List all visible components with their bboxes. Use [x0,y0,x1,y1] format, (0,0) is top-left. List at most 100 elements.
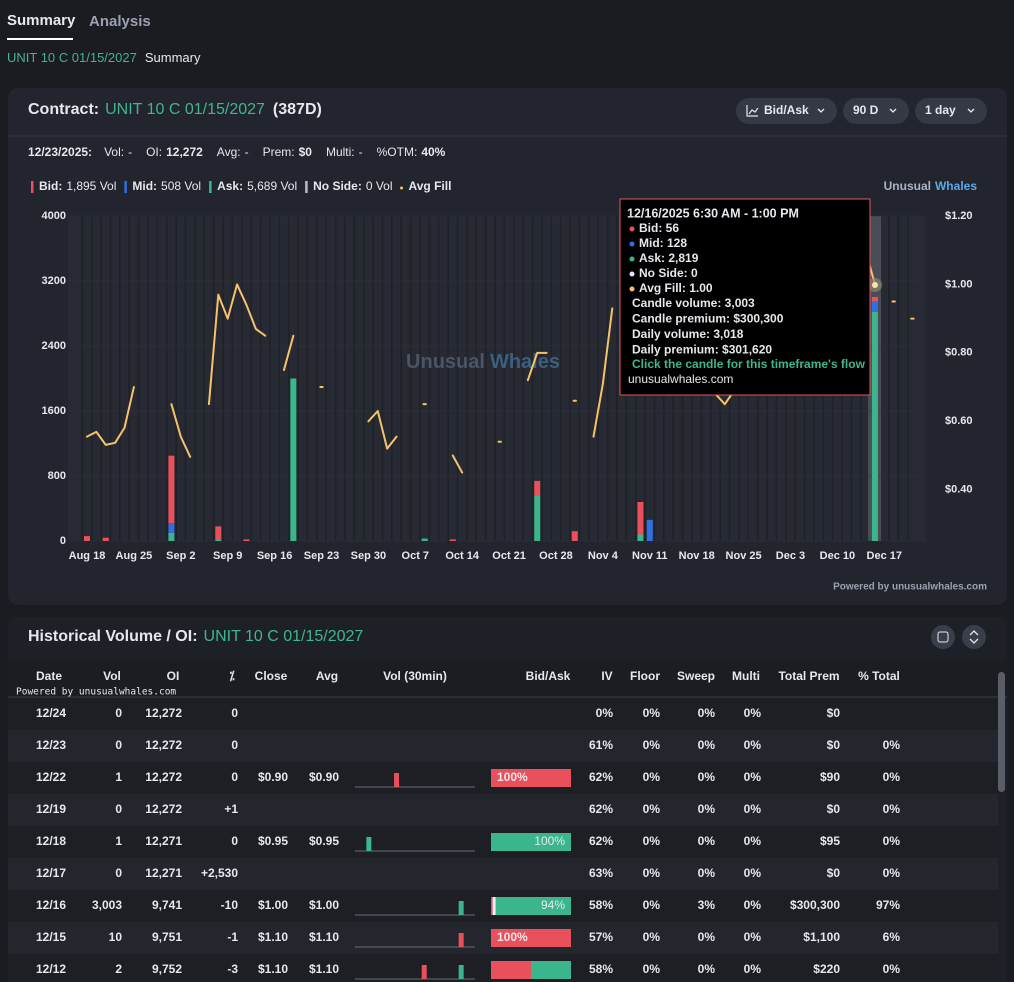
legend-swatch [400,186,404,190]
table-row [8,794,998,826]
table-cell: 0 [231,770,238,784]
hover-dot [872,282,878,288]
bidask-segment [531,961,571,979]
table-cell: $300,300 [790,898,840,912]
column-header: Multi [732,669,760,683]
control-interval[interactable]: 1 day [915,98,987,124]
legend-text: Mid: 508 Vol [132,179,201,193]
tab-summary[interactable]: Summary [7,12,76,29]
bar-segment [168,532,175,541]
tooltip-item: Bid: 56 [639,221,679,235]
table-cell: 0% [698,738,716,752]
table-cell: 0% [744,962,762,976]
scrollbar[interactable] [998,672,1005,792]
x-tick-label: Oct 14 [445,550,480,562]
table-cell: 0% [698,706,716,720]
tooltip-bullet [629,256,635,262]
control-range[interactable]: 90 D [843,98,909,124]
bidask-segment [491,929,571,947]
brand-1: Unusual [884,179,931,193]
column-header: Sweep [677,669,715,683]
bidask-label: 100% [497,770,528,784]
watermark: Unusual Whales [406,351,560,373]
button[interactable] [843,98,909,124]
stats-row: 12/23/2025: Vol: - OI: 12,272 Avg: - Prem: $0 Mul… [28,145,446,159]
title-dte: (387D) [273,101,322,118]
tooltip-line: Daily volume: 3,018 [632,327,744,341]
x-tick-label: Aug 18 [69,550,106,562]
tooltip-site: unusualwhales.com [628,372,733,386]
bar-segment [243,539,250,541]
stat-value: 40% [421,145,445,159]
table-cell: $1.10 [309,930,339,944]
chart[interactable]: Aug 18 Aug 25 Sep 2 Sep 9 Sep 16 Sep 23 Sep 30… [42,210,973,562]
breadcrumb: UNIT 10 C 01/15/2027 Summary [7,50,201,65]
table-cell: $0.90 [309,770,339,784]
bar-segment [571,531,578,541]
table-cell: 0% [883,962,901,976]
watermark-1: Unusual [406,351,485,373]
column-header: Floor [630,669,660,683]
brand: Unusual Whales [884,179,978,193]
sparkline-bar [458,965,464,979]
legend-item: Avg Fill [400,179,451,193]
table-cell: 97% [876,898,900,912]
control-bidask[interactable]: Bid/Ask [736,98,837,124]
column-header: ⁒ [229,669,235,683]
x-tick-label: Nov 4 [588,550,619,562]
button-label[interactable]: 90 D [853,103,879,117]
stat-label: Prem: [263,145,295,159]
title-contract: UNIT 10 C 01/15/2027 [105,101,265,118]
tooltip: 12/16/2025 6:30 AM - 1:00 PM Click the c… [619,198,871,396]
table-cell: 12,271 [145,834,182,848]
table-cell: 0% [698,770,716,784]
button-label[interactable]: 1 day [925,103,956,117]
table-cell: 9,751 [152,930,182,944]
tab-analysis[interactable]: Analysis [89,13,151,30]
sparkline-bar [421,965,427,979]
columns-button[interactable] [931,625,955,649]
table-cell: $1.10 [258,930,288,944]
bar-segment [168,455,175,524]
table-cell: 6% [883,930,901,944]
stat-value: - [245,145,249,159]
table-cell: 0% [744,930,762,944]
table-row [8,730,998,762]
table-cell: 9,752 [152,962,182,976]
table-cell: 0 [115,738,122,752]
tooltip-bullet [629,271,635,277]
button[interactable] [736,98,837,124]
tooltip-item: Ask: 2,819 [639,251,699,265]
button[interactable] [915,98,987,124]
bar-segment [215,526,222,540]
y-tick-label: 4000 [42,210,66,222]
column-header: Close [255,669,288,683]
table-cell: 12,271 [145,866,182,880]
table-cell: 57% [589,930,613,944]
table-cell: $95 [820,834,840,848]
brand-2: Whales [935,179,977,193]
table-cell: 0% [643,898,661,912]
bar-segment [871,311,878,541]
table-cell: 0 [231,834,238,848]
tooltip-link[interactable]: Click the candle for this timeframe's fl… [632,357,866,371]
bar-segment [290,378,297,541]
button-label[interactable]: Bid/Ask [764,103,809,117]
chevron [967,108,975,113]
table-cell: $0.95 [309,834,339,848]
table-cell: 63% [589,866,613,880]
table-cell: 0% [883,770,901,784]
expand-button[interactable] [962,625,986,649]
y2-tick-label: $0.40 [945,484,973,496]
legend-swatch [124,181,127,193]
breadcrumb-contract[interactable]: UNIT 10 C 01/15/2027 [7,50,137,65]
table-cell: 0% [883,738,901,752]
legend-item: Bid: 1,895 Vol [31,179,116,193]
bidask-segment [495,897,571,915]
x-tick-label: Nov 18 [679,550,715,562]
table-cell: 12,272 [145,802,182,816]
column-header: Avg [316,669,338,683]
x-tick-label: Aug 25 [116,550,153,562]
